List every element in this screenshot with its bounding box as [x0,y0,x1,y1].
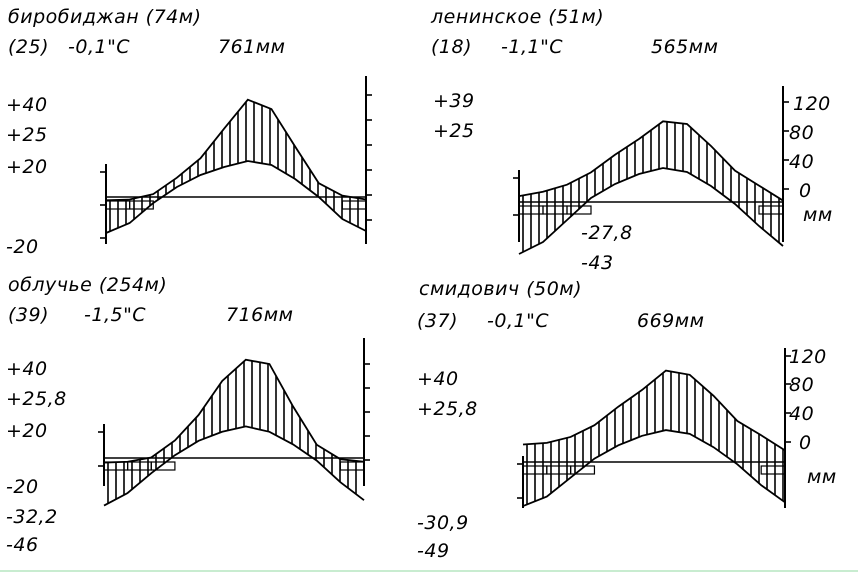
stat-mean-temp: -0,1"C [487,310,550,332]
precip-unit-label: мм [807,466,837,488]
temp-label-top: +40 [6,358,48,380]
frost-month-bar [341,200,367,210]
precip-tick-label: 0 [799,432,812,454]
frost-month-bar [150,461,176,471]
precip-tick-label: 40 [789,403,815,425]
stat-years: (18) [431,36,473,58]
frost-month-bar [760,465,786,475]
precipitation-curve [103,358,365,464]
stat-precip: 669мм [637,310,705,332]
climatogram-plot [517,348,791,508]
precip-tick-label: 80 [789,374,815,396]
climatogram-obluchye: облучье (254м) (39) -1,5"C 716мм +40 +25,8 +20… [0,276,429,572]
stat-precip: 565мм [651,36,719,58]
frost-month-bar [570,465,596,475]
climatogram-birobidzhan: биробиджан (74м) (25) -0,1"C 761мм +40 +25 +20… [0,0,429,286]
precip-tick-label: 0 [799,180,812,202]
climatogram-plot [98,338,370,507]
precip-unit-label: мм [803,204,833,226]
temperature-curve [522,429,786,507]
climatogram-plot [100,76,372,244]
temp-label-top: +39 [433,90,475,112]
stat-mean-temp: -1,1"C [501,36,564,58]
stat-years: (25) [8,36,50,58]
temp-label-bottom: -20 [6,236,39,258]
stat-precip: 761мм [218,36,286,58]
precip-tick-label: 40 [789,151,815,173]
temp-label-bottom: -27,8 [581,222,633,244]
station-title: облучье (254м) [8,274,168,296]
stat-years: (39) [8,304,50,326]
temp-label-top: +25,8 [417,398,478,420]
temp-label-top: +40 [417,368,459,390]
temp-label-bottom: -43 [581,252,614,274]
temp-label-top: +25 [433,120,475,142]
climatogram-leninskoe: ленинское (51м) (18) -1,1"C 565мм +39 +25 -27,… [429,0,858,286]
station-title: ленинское (51м) [431,6,605,28]
precipitation-curve [522,369,786,452]
temp-label-top: +25 [6,124,48,146]
temp-label-bottom: -30,9 [417,512,469,534]
temperature-curve [105,160,367,234]
precipitation-curve [518,120,784,202]
frost-month-bar [129,200,154,210]
temp-label-top: +40 [6,94,48,116]
temperature-curve [103,425,365,507]
frost-month-bar [339,461,365,471]
temp-label-bottom: -49 [417,540,450,562]
temperature-curve [518,167,784,255]
temp-label-bottom: -46 [6,534,39,556]
precip-tick-label: 120 [793,93,831,115]
stat-mean-temp: -0,1"C [68,36,131,58]
climatogram-plot [513,86,789,255]
station-title: биробиджан (74м) [8,6,202,28]
precipitation-curve [105,98,367,202]
frost-month-bar [566,205,592,215]
temp-label-top: +20 [6,156,48,178]
precip-tick-label: 120 [789,346,827,368]
climatogram-smidovich: смидович (50м) (37) -0,1"C 669мм +40 +25,8 -30… [417,280,858,572]
temp-label-top: +25,8 [6,388,67,410]
temp-label-bottom: -32,2 [6,506,58,528]
stat-years: (37) [417,310,459,332]
stat-precip: 716мм [226,304,294,326]
temp-label-top: +20 [6,420,48,442]
stat-mean-temp: -1,5"C [84,304,147,326]
precip-tick-label: 80 [789,122,815,144]
station-title: смидович (50м) [419,278,583,300]
temp-label-bottom: -20 [6,476,39,498]
